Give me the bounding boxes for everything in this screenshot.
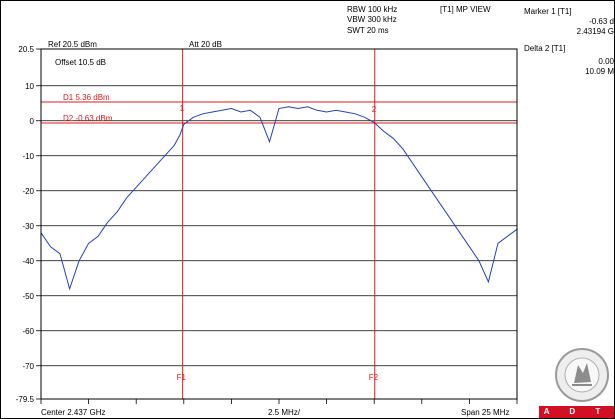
y-tick-label: -40 bbox=[22, 257, 34, 266]
y-tick-label: -20 bbox=[22, 187, 34, 196]
delta2-frequency: 10.09 M bbox=[585, 67, 614, 76]
adt-logo: A D T bbox=[539, 406, 614, 418]
y-tick-label: -60 bbox=[22, 327, 34, 336]
marker1-frequency: 2.43194 G bbox=[576, 27, 614, 36]
per-division-label: 2.5 MHz/ bbox=[268, 408, 301, 417]
f2-line-label: F2 bbox=[369, 373, 379, 382]
span-label: Span 25 MHz bbox=[461, 408, 509, 417]
bureau-veritas-seal bbox=[552, 347, 612, 403]
delta2-level: 0.00 bbox=[598, 57, 614, 66]
center-frequency-label: Center 2.437 GHz bbox=[41, 408, 105, 417]
y-tick-label: -50 bbox=[22, 292, 34, 301]
f1-line-label: F1 bbox=[177, 373, 187, 382]
delta2-title: Delta 2 [T1] bbox=[524, 44, 566, 53]
marker1-level: -0.63 d bbox=[589, 17, 614, 26]
trace-mode-label: [T1] MP VIEW bbox=[440, 5, 491, 14]
y-tick-label: -70 bbox=[22, 362, 34, 371]
rbw-label: RBW 100 kHz bbox=[347, 5, 398, 14]
attenuation-label: Att 20 dB bbox=[189, 40, 222, 49]
d2-line-label: D2 -0.63 dBm bbox=[63, 114, 113, 123]
ref-level-label: Ref 20.5 dBm bbox=[48, 40, 97, 49]
spectrum-trace bbox=[40, 106, 518, 291]
marker2-symbol: 2 bbox=[372, 105, 377, 114]
swt-label: SWT 20 ms bbox=[347, 26, 389, 35]
y-tick-label: 10 bbox=[25, 82, 34, 91]
y-tick-label: -79.5 bbox=[16, 395, 35, 404]
marker1-title: Marker 1 [T1] bbox=[524, 7, 572, 16]
offset-label: Offset 10.5 dB bbox=[55, 58, 106, 67]
plot-frame bbox=[40, 48, 518, 400]
y-tick-label: 0 bbox=[30, 117, 35, 126]
vbw-label: VBW 300 kHz bbox=[347, 15, 397, 24]
y-tick-label: 20.5 bbox=[18, 45, 34, 54]
marker1-symbol: 1 bbox=[180, 104, 185, 113]
y-tick-label: -30 bbox=[22, 222, 34, 231]
d1-line-label: D1 5.36 dBm bbox=[63, 93, 110, 102]
y-tick-label: -10 bbox=[22, 152, 34, 161]
